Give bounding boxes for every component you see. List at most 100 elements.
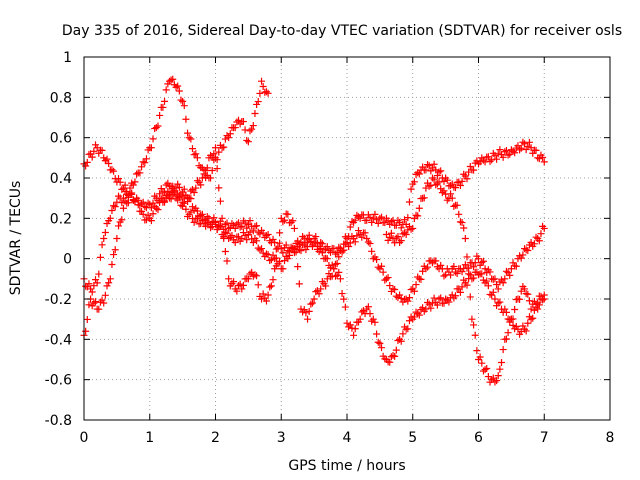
data-point bbox=[461, 235, 469, 242]
data-point-interp bbox=[345, 243, 353, 251]
data-point-interp bbox=[221, 135, 229, 143]
data-point bbox=[198, 174, 206, 182]
y-tick-label: -0.8 bbox=[45, 413, 72, 429]
data-point bbox=[448, 194, 456, 202]
data-point-interp bbox=[299, 233, 307, 241]
data-point-interp bbox=[511, 305, 519, 313]
data-point bbox=[409, 224, 417, 232]
data-point-interp bbox=[262, 232, 270, 240]
data-point bbox=[238, 285, 246, 293]
data-point-interp bbox=[215, 184, 223, 192]
data-point-interp bbox=[509, 321, 517, 329]
data-point-interp bbox=[259, 290, 267, 298]
data-point bbox=[501, 148, 509, 156]
data-point-interp bbox=[129, 181, 137, 189]
data-point-interp bbox=[95, 305, 103, 313]
data-point-interp bbox=[188, 145, 196, 153]
data-point-interp bbox=[98, 146, 106, 154]
data-point-interp bbox=[470, 263, 478, 271]
data-point-interp bbox=[430, 294, 438, 302]
data-point-interp bbox=[182, 205, 190, 213]
data-point-interp bbox=[351, 238, 359, 246]
data-point-interp bbox=[161, 97, 169, 105]
data-point-interp bbox=[443, 176, 451, 184]
data-point bbox=[238, 235, 246, 242]
x-tick-label: 5 bbox=[408, 430, 417, 446]
data-point-interp bbox=[493, 377, 501, 385]
data-point-interp bbox=[530, 306, 538, 314]
data-point-interp bbox=[269, 235, 277, 243]
data-point-interp bbox=[235, 233, 243, 241]
data-point-interp bbox=[254, 98, 262, 106]
data-point-interp bbox=[341, 303, 349, 311]
data-point bbox=[396, 291, 404, 299]
data-point-interp bbox=[239, 118, 247, 126]
data-point-interp bbox=[525, 138, 533, 146]
data-point-interp bbox=[374, 263, 382, 271]
data-point-interp bbox=[136, 169, 144, 177]
data-point-interp bbox=[427, 304, 435, 312]
data-point-interp bbox=[302, 239, 310, 247]
data-point-interp bbox=[322, 282, 330, 290]
data-point-interp bbox=[516, 146, 524, 154]
data-point-interp bbox=[397, 337, 405, 345]
data-point-interp bbox=[262, 297, 270, 305]
data-point-interp bbox=[524, 247, 532, 255]
data-point-interp bbox=[282, 241, 290, 249]
data-point bbox=[376, 339, 384, 347]
data-point bbox=[244, 138, 252, 146]
data-point-interp bbox=[358, 308, 366, 316]
data-point bbox=[435, 168, 443, 176]
data-point-interp bbox=[407, 286, 415, 294]
data-point-interp bbox=[305, 231, 313, 239]
data-point-interp bbox=[364, 303, 372, 311]
data-point-interp bbox=[141, 159, 149, 167]
data-point-interp bbox=[331, 260, 339, 268]
data-point-interp bbox=[366, 213, 374, 221]
data-point bbox=[363, 235, 371, 242]
data-point-interp bbox=[190, 188, 198, 196]
data-point-interp bbox=[412, 281, 420, 289]
data-point-interp bbox=[85, 280, 93, 288]
data-point-interp bbox=[144, 211, 152, 219]
data-point-interp bbox=[188, 203, 196, 211]
data-point bbox=[501, 305, 509, 313]
data-point-interp bbox=[404, 214, 412, 222]
data-point-interp bbox=[221, 220, 229, 228]
data-point bbox=[382, 275, 390, 283]
data-point bbox=[225, 134, 233, 142]
data-point bbox=[343, 319, 351, 327]
data-point-interp bbox=[249, 122, 257, 130]
data-point bbox=[146, 200, 154, 208]
data-point-interp bbox=[371, 318, 379, 326]
y-tick-label: 0 bbox=[63, 252, 72, 268]
data-point-interp bbox=[489, 288, 497, 296]
data-point bbox=[271, 265, 279, 273]
data-point bbox=[310, 295, 318, 303]
data-point-interp bbox=[328, 272, 336, 280]
data-point-interp bbox=[105, 160, 113, 168]
data-point-interp bbox=[221, 247, 229, 255]
data-point-interp bbox=[458, 268, 466, 276]
data-point-interp bbox=[378, 344, 386, 352]
data-point bbox=[225, 275, 233, 283]
data-point-interp bbox=[386, 282, 394, 290]
data-point-interp bbox=[430, 176, 438, 184]
data-point-interp bbox=[154, 206, 162, 214]
data-point-interp bbox=[384, 236, 392, 244]
data-point bbox=[284, 255, 292, 263]
data-point-interp bbox=[340, 246, 348, 254]
data-point-interp bbox=[246, 127, 254, 135]
data-point-interp bbox=[169, 75, 177, 83]
data-point-interp bbox=[470, 274, 478, 282]
data-point-interp bbox=[391, 352, 399, 360]
data-point-interp bbox=[364, 238, 372, 246]
data-point-interp bbox=[235, 219, 243, 227]
data-point-interp bbox=[348, 218, 356, 226]
data-point bbox=[192, 150, 200, 158]
data-point bbox=[356, 214, 364, 222]
data-point bbox=[251, 271, 259, 279]
data-point bbox=[540, 224, 548, 232]
data-point-interp bbox=[397, 237, 405, 245]
data-point-interp bbox=[524, 319, 532, 327]
